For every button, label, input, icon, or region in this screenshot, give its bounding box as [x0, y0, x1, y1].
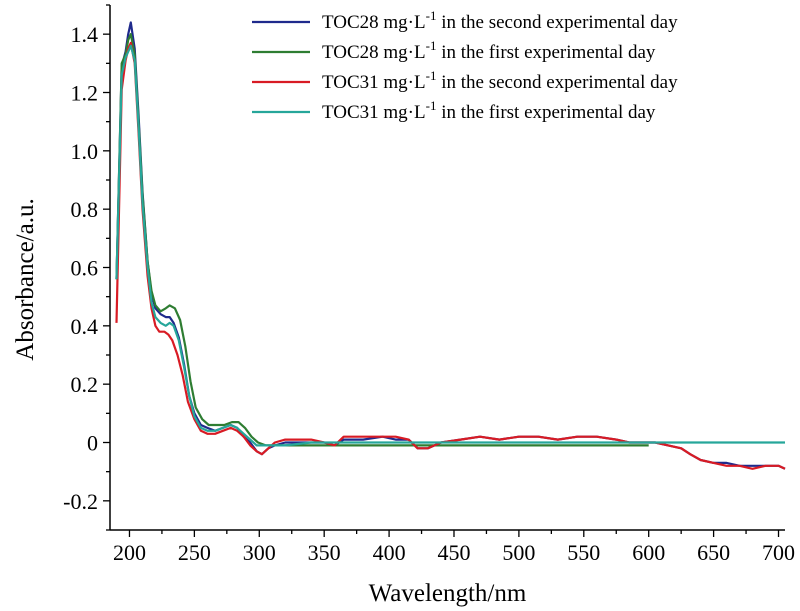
- legend-label-1: TOC28 mg·L-1 in the second experimental …: [322, 8, 678, 33]
- x-tick-label: 600: [632, 540, 665, 565]
- ticks: 200 250 300 350 400 450 500 550 600 650 700 -0.2 0 0.…: [63, 4, 795, 565]
- y-tick-label: 0.6: [71, 256, 99, 281]
- plot-lines: [115, 21, 786, 470]
- y-tick-label: 1.0: [71, 139, 99, 164]
- x-tick-label: 500: [502, 540, 535, 565]
- y-axis-title: Absorbance/a.u.: [12, 198, 39, 360]
- x-tick-label: 350: [308, 540, 341, 565]
- y-tick-label: 1.4: [71, 22, 99, 47]
- legend-label-4: TOC31 mg·L-1 in the first experimental d…: [322, 98, 656, 123]
- legend-label-3: TOC31 mg·L-1 in the second experimental …: [322, 68, 678, 93]
- y-tick-label: 0.2: [71, 372, 99, 397]
- series-line-4: [115, 44, 785, 447]
- y-tick-label: -0.2: [63, 489, 98, 514]
- legend-label-2: TOC28 mg·L-1 in the first experimental d…: [322, 38, 656, 63]
- x-tick-label: 650: [697, 540, 730, 565]
- x-tick-label: 450: [437, 540, 470, 565]
- y-tick-label: 0: [87, 431, 98, 456]
- x-tick-label: 400: [373, 540, 406, 565]
- y-tick-label: 1.2: [71, 81, 99, 106]
- x-tick-label: 300: [243, 540, 276, 565]
- x-tick-label: 250: [178, 540, 211, 565]
- x-axis-title: Wavelength/nm: [369, 580, 527, 607]
- y-tick-label: 0.4: [71, 314, 99, 339]
- y-tick-label: 0.8: [71, 197, 99, 222]
- legend: TOC28 mg·L-1 in the second experimental …: [252, 8, 678, 123]
- x-tick-label: 700: [762, 540, 795, 565]
- series-line-2: [115, 33, 649, 447]
- x-tick-label: 200: [113, 540, 146, 565]
- x-tick-label: 550: [567, 540, 600, 565]
